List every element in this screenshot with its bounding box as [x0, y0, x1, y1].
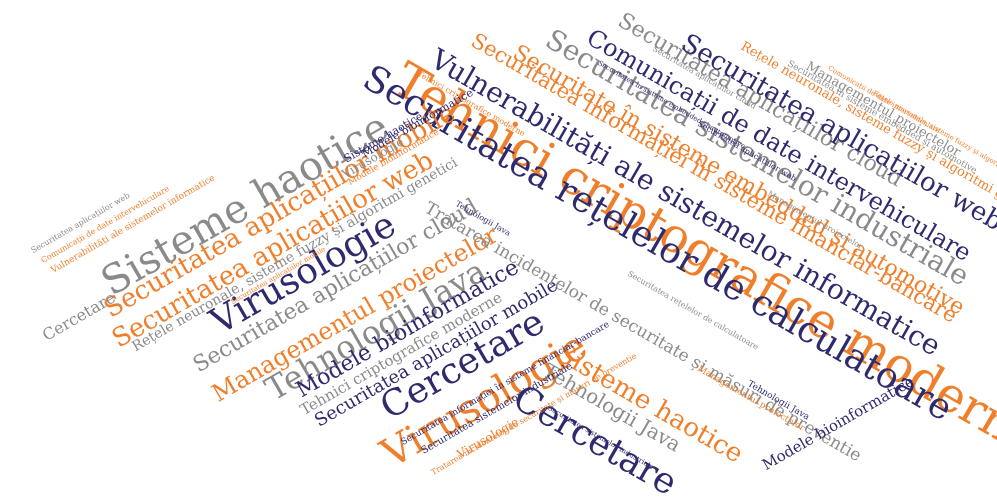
cloud-word: Cercetare: [39, 287, 119, 345]
cloud-word: Securitatea aplicațiilor web: [29, 190, 132, 255]
